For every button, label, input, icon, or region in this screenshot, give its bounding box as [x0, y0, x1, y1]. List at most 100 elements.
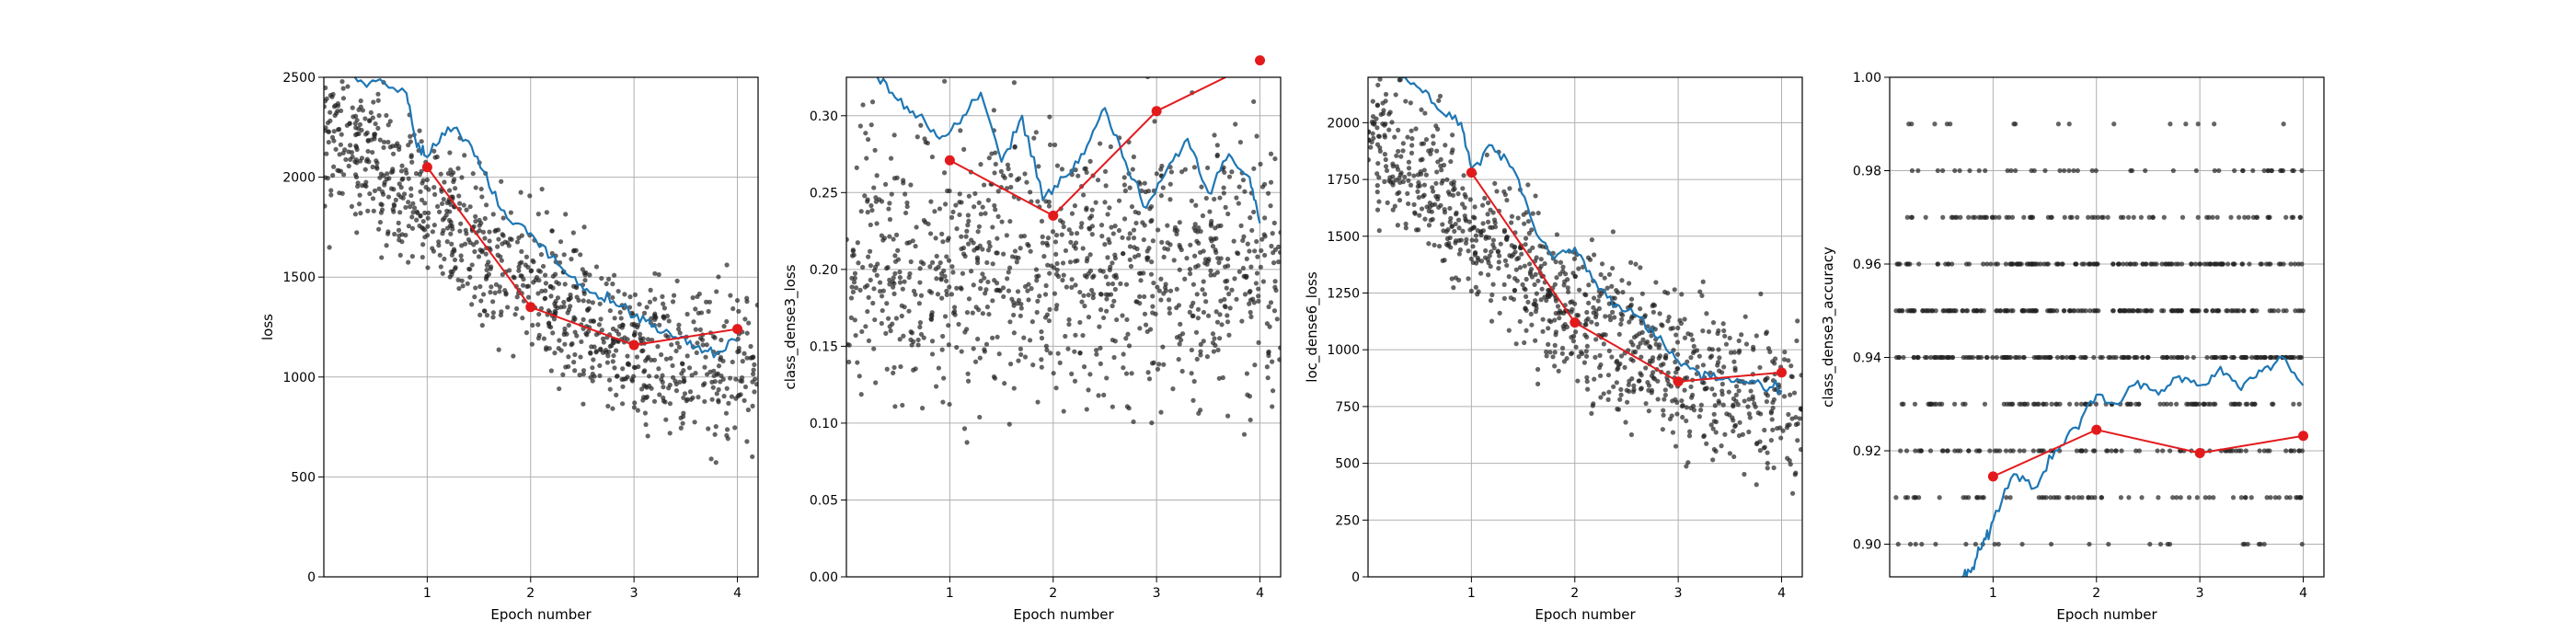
scatter-point	[950, 310, 957, 316]
scatter-point	[982, 182, 987, 188]
scatter-point	[1502, 258, 1509, 263]
scatter-point	[2041, 401, 2046, 407]
scatter-point	[1758, 291, 1764, 297]
scatter-point	[406, 200, 411, 205]
scatter-point	[1949, 261, 1955, 267]
scatter-point	[1149, 217, 1155, 224]
scatter-point	[1737, 348, 1742, 353]
scatter-point	[903, 191, 908, 197]
scatter-point	[1496, 266, 1501, 271]
scatter-point	[1514, 257, 1520, 262]
scatter-point	[1376, 175, 1382, 180]
scatter-point	[1483, 247, 1489, 254]
scatter-point	[352, 212, 358, 217]
scatter-point	[1696, 353, 1702, 359]
scatter-point	[1525, 182, 1531, 188]
scatter-point	[1007, 319, 1013, 325]
scatter-point	[1039, 364, 1044, 370]
scatter-point	[670, 362, 675, 369]
scatter-point	[612, 316, 617, 321]
scatter-point	[2066, 167, 2072, 174]
scatter-point	[1439, 167, 1444, 173]
scatter-point	[950, 270, 956, 275]
scatter-point	[1904, 308, 1911, 314]
scatter-point	[2267, 448, 2272, 454]
scatter-point	[498, 312, 504, 318]
scatter-point	[473, 185, 478, 190]
scatter-point	[1532, 282, 1537, 287]
scatter-point	[1966, 214, 1972, 220]
scatter-point	[1060, 277, 1065, 283]
scatter-point	[868, 202, 874, 209]
scatter-point	[358, 211, 363, 216]
scatter-point	[1047, 306, 1052, 312]
scatter-point	[2029, 261, 2034, 267]
scatter-point	[856, 260, 861, 266]
scatter-point	[1203, 299, 1209, 305]
scatter-point	[998, 168, 1004, 174]
epoch-mean-marker	[1048, 210, 1059, 221]
scatter-point	[1673, 359, 1678, 365]
scatter-point	[1912, 401, 1918, 407]
scatter-point	[2231, 261, 2237, 267]
scatter-point	[1932, 121, 1938, 127]
scatter-point	[1646, 387, 1651, 393]
scatter-point	[2230, 495, 2237, 500]
scatter-point	[944, 254, 949, 259]
scatter-point	[446, 188, 453, 193]
scatter-point	[1053, 385, 1059, 391]
scatter-point	[348, 156, 353, 162]
scatter-point	[1406, 159, 1411, 165]
scatter-point	[503, 292, 509, 297]
scatter-point	[1708, 354, 1713, 361]
scatter-point	[1523, 242, 1528, 247]
epoch-mean-marker	[628, 339, 639, 351]
scatter-point	[566, 307, 572, 313]
scatter-point	[909, 342, 914, 348]
scatter-point	[1101, 315, 1107, 321]
scatter-point	[539, 288, 545, 294]
scatter-point	[1485, 272, 1491, 278]
scatter-point	[2131, 214, 2136, 220]
scatter-point	[450, 194, 455, 200]
scatter-point	[865, 210, 870, 215]
scatter-point	[1765, 460, 1770, 466]
scatter-point	[990, 298, 995, 304]
scatter-point	[1142, 180, 1147, 186]
scatter-point	[2191, 354, 2196, 361]
scatter-point	[335, 100, 340, 107]
scatter-point	[724, 318, 730, 325]
scatter-point	[1248, 215, 1253, 221]
scatter-point	[1409, 128, 1414, 133]
scatter-point	[1688, 384, 1694, 390]
scatter-point	[1547, 287, 1552, 293]
scatter-point	[2206, 214, 2212, 220]
scatter-point	[1006, 421, 1012, 427]
scatter-point	[724, 427, 730, 432]
scatter-point	[950, 209, 956, 215]
scatter-point	[1584, 379, 1590, 385]
scatter-point	[1114, 316, 1120, 323]
scatter-point	[1469, 237, 1475, 243]
scatter-point	[1438, 202, 1443, 208]
scatter-point	[1919, 541, 1925, 547]
scatter-point	[548, 368, 554, 374]
scatter-point	[1033, 267, 1040, 272]
epoch-mean-marker	[1987, 471, 1998, 482]
scatter-point	[1214, 153, 1220, 159]
scatter-point	[871, 185, 877, 190]
scatter-point	[2149, 308, 2155, 314]
y-tick-label: 0.96	[1853, 258, 1881, 272]
scatter-point	[1396, 127, 1401, 133]
scatter-point	[1069, 231, 1075, 236]
axes-frame	[845, 76, 1282, 578]
scatter-point	[971, 346, 976, 351]
scatter-point	[601, 339, 606, 345]
scatter-point	[1558, 271, 1563, 277]
scatter-point	[1720, 321, 1726, 327]
scatter-point	[1746, 411, 1752, 417]
scatter-point	[1383, 156, 1388, 163]
scatter-point	[1248, 417, 1253, 423]
scatter-point	[505, 240, 511, 246]
scatter-point	[419, 139, 424, 144]
